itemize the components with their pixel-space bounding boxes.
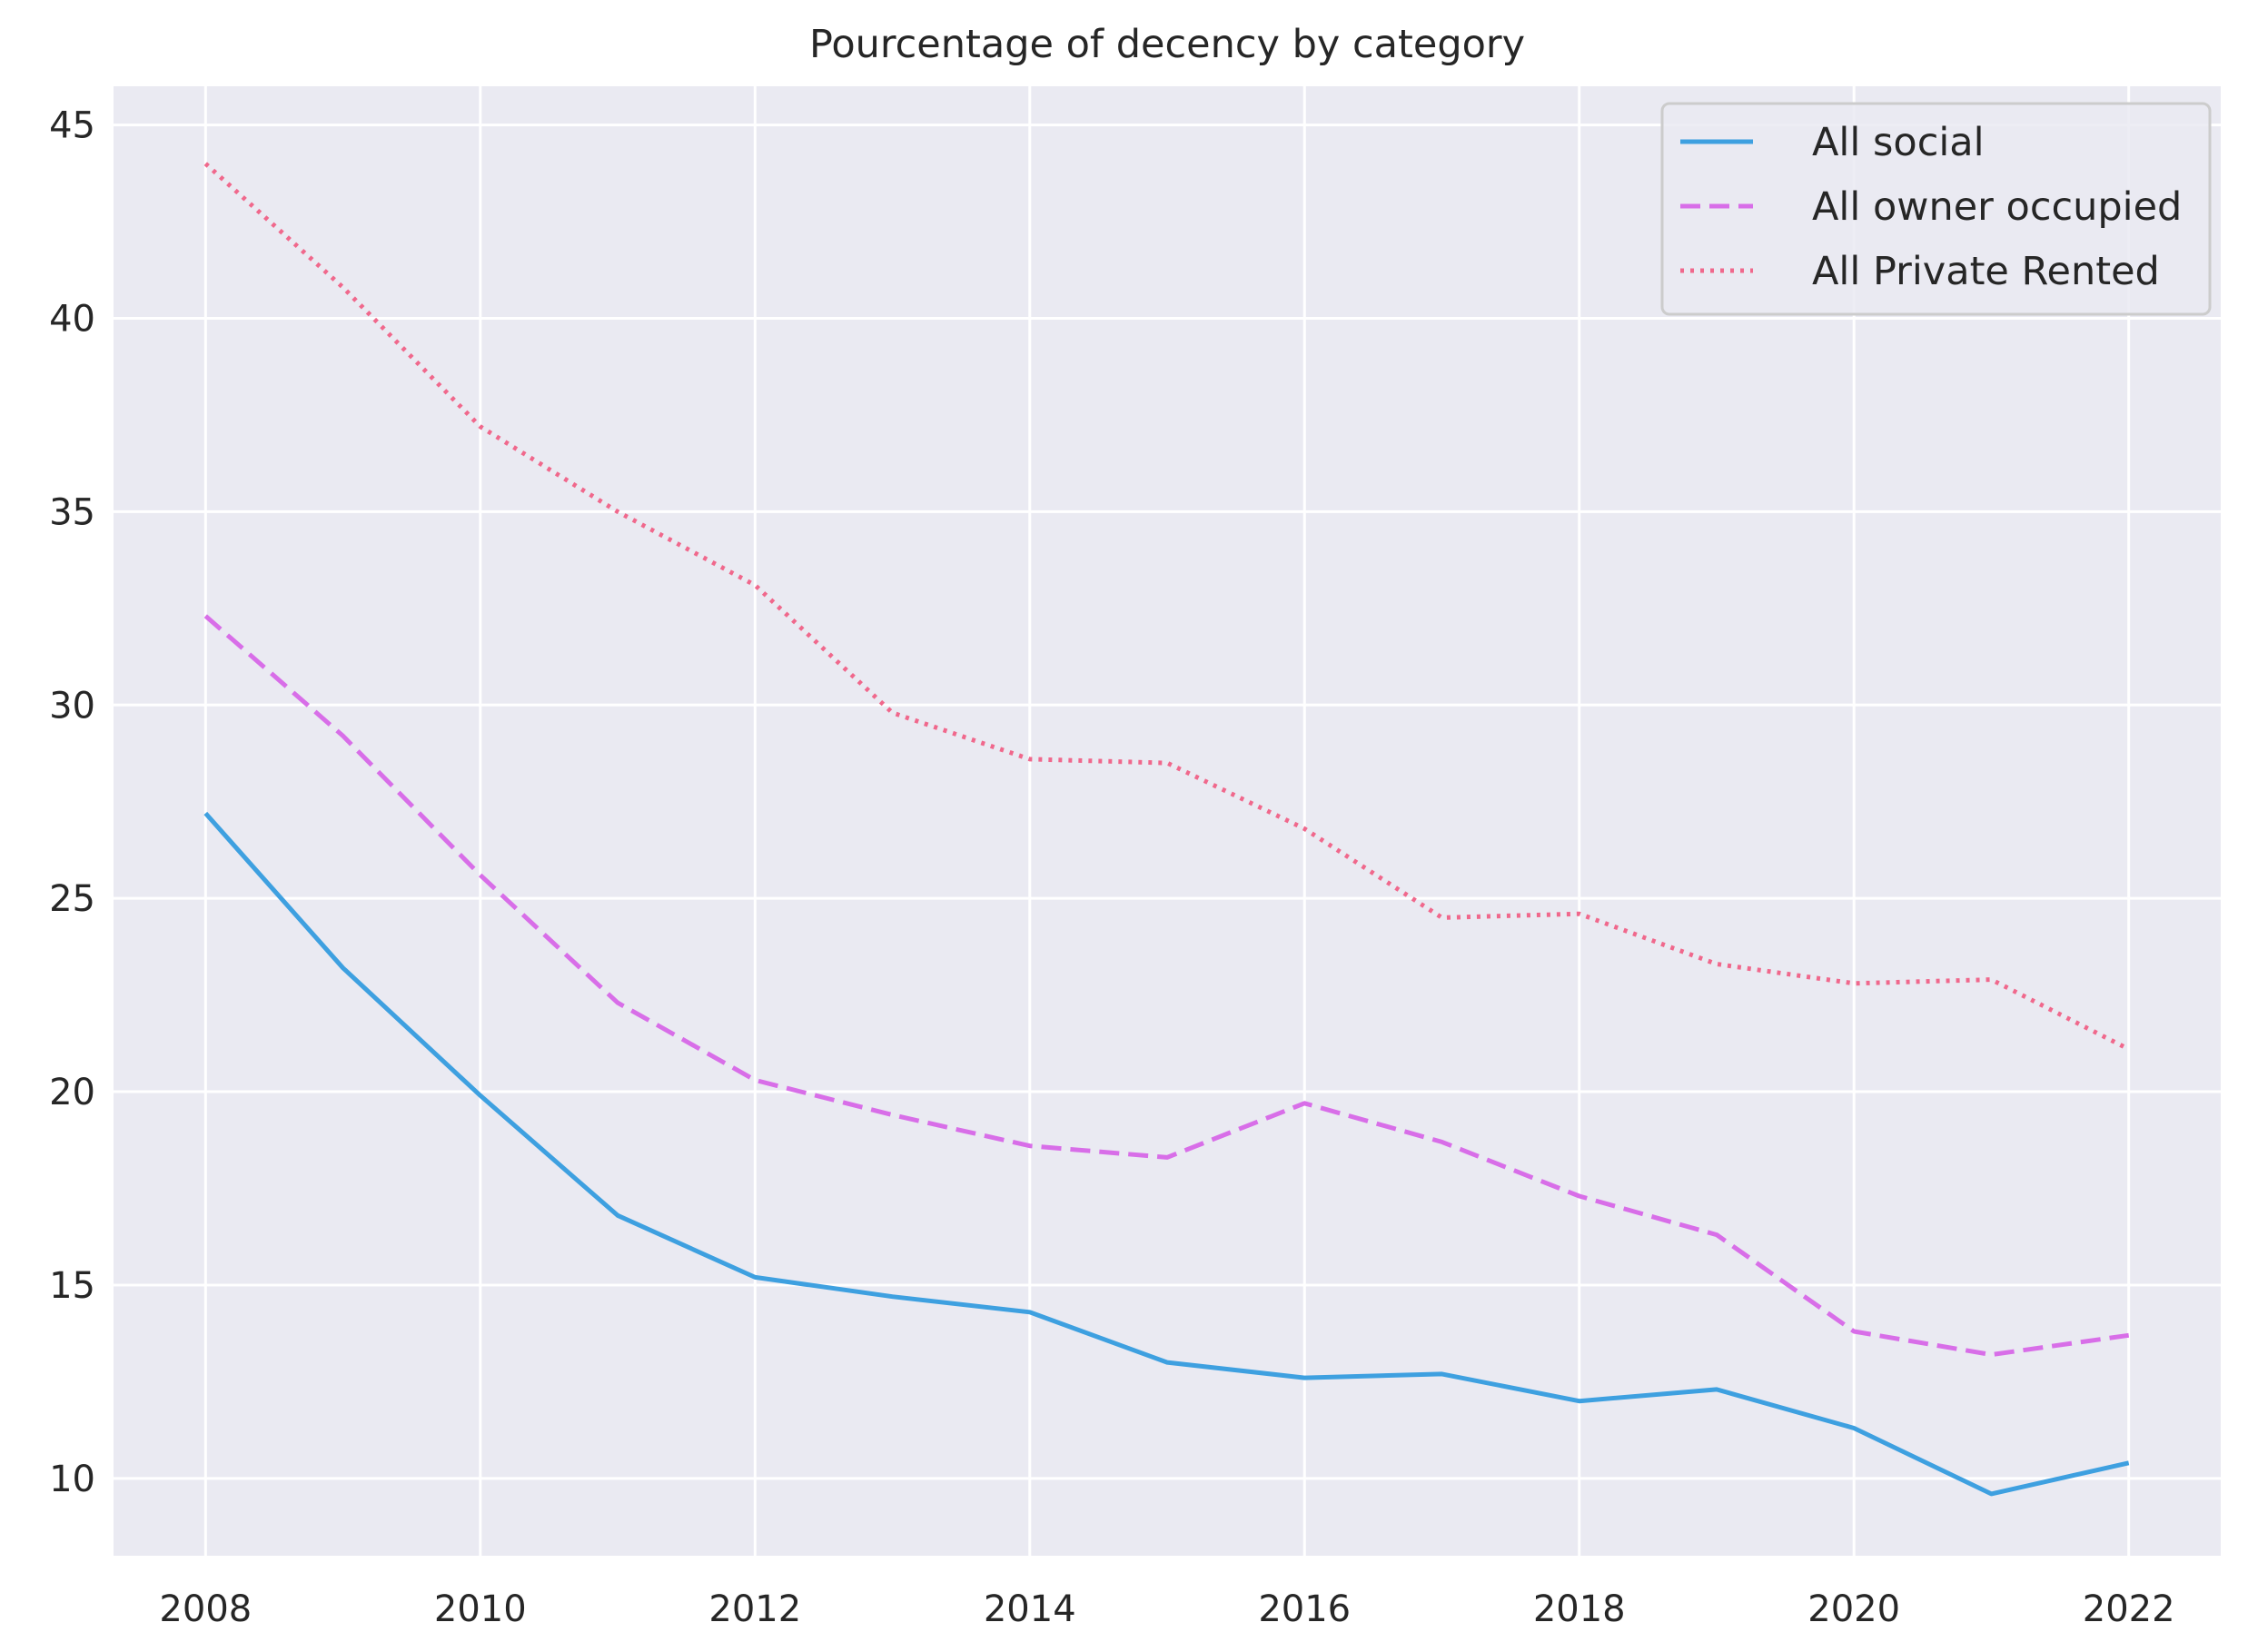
x-tick-label: 2012: [708, 1588, 801, 1630]
y-tick-label: 25: [49, 878, 95, 920]
y-tick-label: 40: [49, 298, 95, 340]
x-tick-label: 2018: [1533, 1588, 1626, 1630]
x-tick-label: 2008: [159, 1588, 252, 1630]
y-tick-label: 20: [49, 1072, 95, 1113]
legend-label: All owner occupied: [1812, 184, 2182, 230]
legend-box: [1660, 102, 2212, 316]
x-tick-label: 2016: [1258, 1588, 1351, 1630]
chart-title: Pourcentage of decency by category: [809, 22, 1525, 67]
y-tick-label: 15: [49, 1265, 95, 1307]
x-tick-label: 2020: [1807, 1588, 1900, 1630]
x-tick-label: 2022: [2083, 1588, 2175, 1630]
x-axis-ticks: 2008 2010 2012 2014 2016 2018 2020 2022: [159, 1588, 2174, 1630]
legend-label: All Private Rented: [1812, 249, 2160, 294]
series-line-2: [203, 614, 2130, 1358]
series-line-3: [203, 162, 2130, 1052]
legend-label: All social: [1812, 120, 1985, 165]
y-tick-label: 30: [49, 685, 95, 727]
y-tick-label: 35: [49, 491, 95, 533]
y-tick-label: 45: [49, 105, 95, 147]
y-axis-ticks: 10 15 20 25 30 35 40 45: [49, 105, 95, 1500]
x-tick-label: 2010: [434, 1588, 527, 1630]
series-line-1: [203, 811, 2130, 1497]
series-lines: [203, 162, 2130, 1497]
legend: All social All owner occupied All Private …: [1660, 102, 2212, 316]
grid-lines: [114, 86, 2221, 1556]
x-tick-label: 2014: [984, 1588, 1076, 1630]
plot-area: [114, 86, 2221, 1556]
y-tick-label: 10: [49, 1459, 95, 1500]
